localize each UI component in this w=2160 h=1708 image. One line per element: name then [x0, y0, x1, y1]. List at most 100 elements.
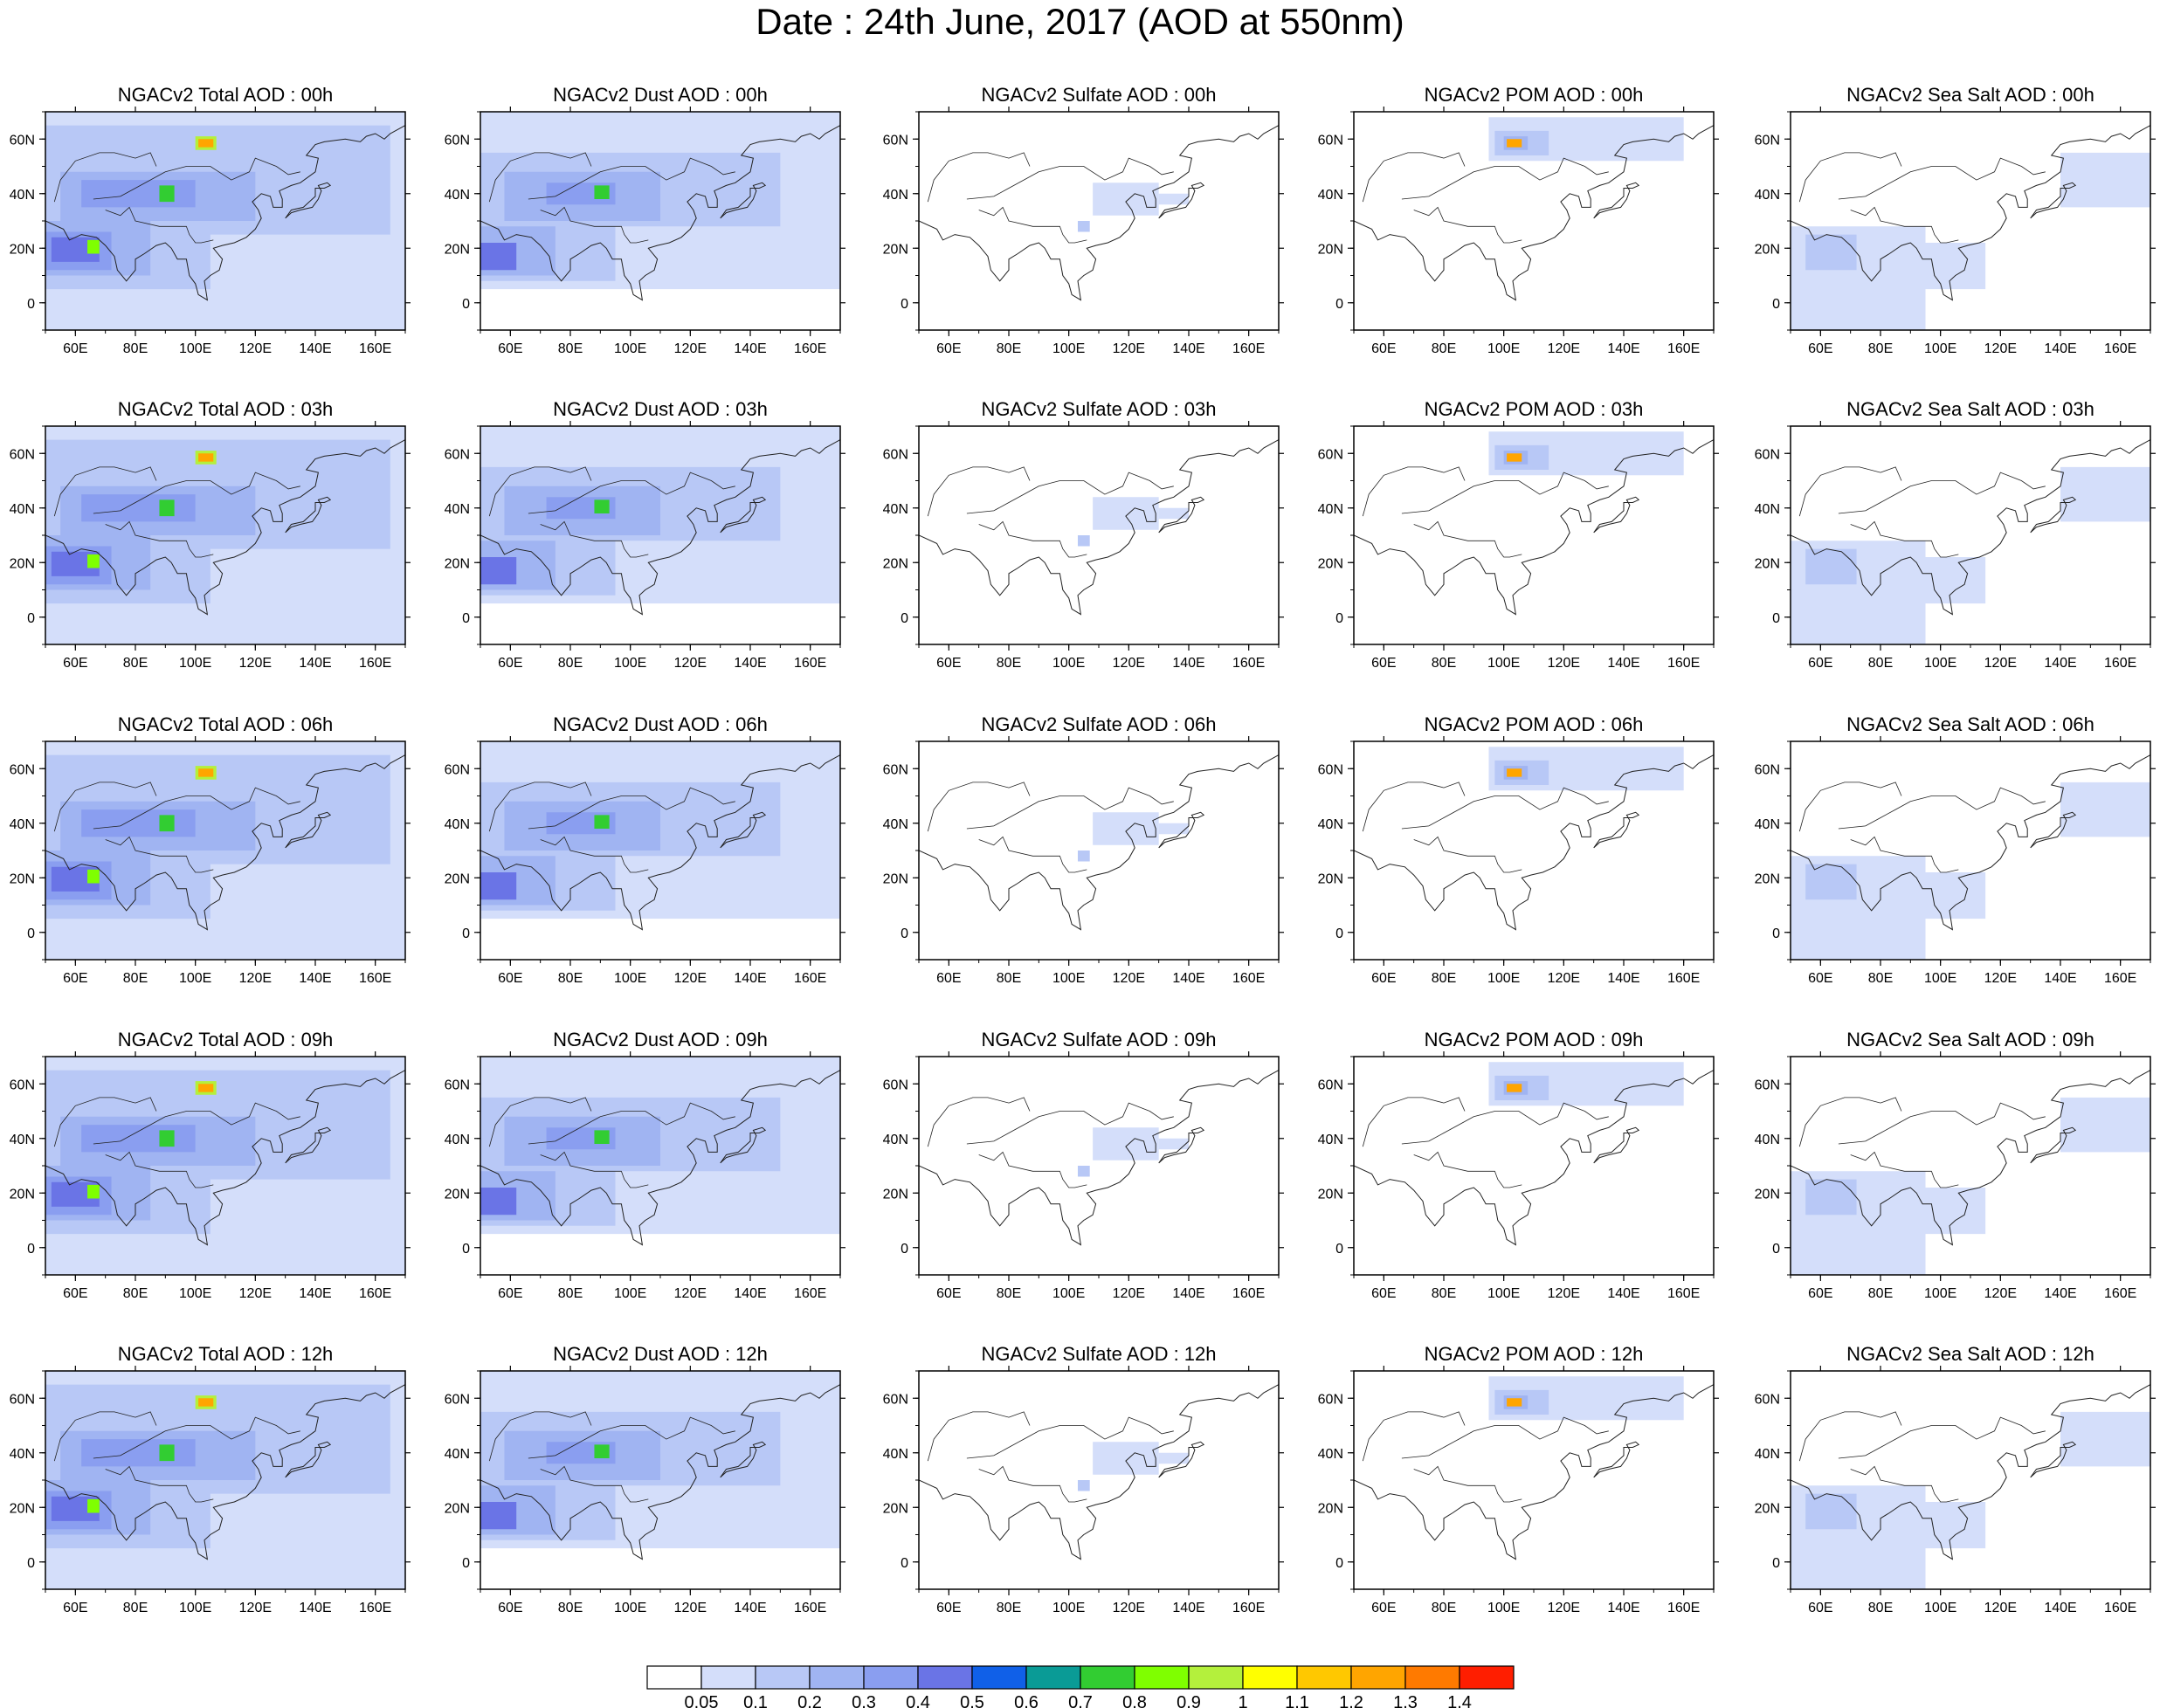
- border-path: [1362, 1411, 1466, 1462]
- panel-background: [919, 1371, 1279, 1589]
- x-tick-label: 80E: [123, 1601, 148, 1615]
- aod-field: [1791, 1097, 2150, 1275]
- x-tick-label: 140E: [734, 341, 766, 356]
- y-tick-label: 60N: [1755, 447, 1780, 462]
- coastline: [1791, 125, 2150, 301]
- border-path: [1413, 206, 1522, 244]
- y-tick-label: 20N: [1755, 242, 1780, 257]
- x-tick-label: 80E: [1432, 656, 1456, 671]
- panel-seasalt-3: NGACv2 Sea Salt AOD : 09h 60E 80E 100E 120E 1…: [1755, 1029, 2156, 1301]
- border-path: [1850, 1465, 1959, 1503]
- colorbar-swatch: [1188, 1665, 1244, 1690]
- border-path: [1838, 472, 2046, 514]
- border-path: [1838, 157, 2046, 200]
- x-tick-label: 60E: [1808, 656, 1832, 671]
- aod-cell: [594, 499, 610, 513]
- y-tick-label: 60N: [1755, 133, 1780, 148]
- border-path: [927, 1097, 1031, 1147]
- x-tick-label: 60E: [936, 1601, 961, 1615]
- aod-cell: [1805, 548, 1857, 585]
- x-tick-label: 80E: [123, 1286, 148, 1301]
- aod-field: [45, 1057, 405, 1275]
- coastline-path: [1791, 1384, 2150, 1560]
- aod-cell: [594, 815, 610, 829]
- panel-title: NGACv2 Dust AOD : 03h: [553, 398, 768, 420]
- y-tick-label: 20N: [883, 1501, 908, 1516]
- y-tick-label: 40N: [10, 1447, 35, 1462]
- coastline-path: [45, 1384, 405, 1560]
- y-tick-label: 0: [901, 611, 908, 626]
- x-tick-label: 160E: [794, 971, 826, 986]
- border-path: [1798, 152, 1902, 203]
- border-path: [488, 782, 592, 832]
- coastline-path: [480, 439, 840, 616]
- x-tick-label: 140E: [299, 1286, 331, 1301]
- aod-field: [1791, 152, 2150, 330]
- aod-cell: [1158, 507, 1189, 520]
- y-tick-label: 40N: [883, 188, 908, 203]
- coastline-path: [1354, 125, 1714, 301]
- japan-outline: [720, 811, 767, 849]
- border-path: [1838, 1416, 2046, 1459]
- y-tick-label: 0: [27, 926, 35, 941]
- x-tick-label: 160E: [794, 341, 826, 356]
- aod-cell: [159, 1130, 175, 1147]
- panel-title: NGACv2 Dust AOD : 06h: [553, 713, 768, 735]
- y-tick-label: 40N: [1755, 502, 1780, 517]
- border-path: [1850, 836, 1959, 873]
- y-tick-label: 20N: [10, 556, 35, 571]
- coastline-path: [480, 754, 840, 931]
- coastline: [45, 439, 405, 616]
- x-tick-label: 80E: [558, 1286, 583, 1301]
- aod-cell: [480, 1188, 517, 1216]
- aod-cell: [1925, 872, 1986, 919]
- coastline: [45, 754, 405, 931]
- japan-outline: [285, 182, 332, 219]
- aod-cell: [87, 1498, 100, 1513]
- japan-outline: [1158, 496, 1205, 534]
- x-tick-label: 140E: [734, 971, 766, 986]
- japan-outline: [1593, 811, 1640, 849]
- coastline: [1354, 1070, 1714, 1246]
- panel-title: NGACv2 Sulfate AOD : 12h: [981, 1343, 1216, 1365]
- x-tick-label: 80E: [1868, 1601, 1893, 1615]
- aod-cell: [1507, 453, 1522, 462]
- panel-title: NGACv2 Total AOD : 09h: [118, 1029, 334, 1050]
- panel-sulfate-0: NGACv2 Sulfate AOD : 00h 60E 80E 100E 120E 14…: [883, 84, 1284, 356]
- aod-field: [480, 741, 840, 919]
- border-path: [93, 1102, 300, 1145]
- x-tick-label: 80E: [558, 1601, 583, 1615]
- y-tick-label: 40N: [1755, 817, 1780, 832]
- coastline-path: [1791, 439, 2150, 616]
- border-path: [105, 1151, 214, 1188]
- x-tick-label: 100E: [1487, 1286, 1520, 1301]
- x-tick-label: 140E: [2044, 656, 2076, 671]
- colorbar-swatch: [1296, 1665, 1352, 1690]
- aod-cell: [1093, 812, 1159, 845]
- border-path: [528, 1102, 735, 1145]
- border-path: [927, 1411, 1031, 1462]
- x-tick-label: 60E: [1808, 341, 1832, 356]
- y-tick-label: 0: [27, 611, 35, 626]
- x-tick-label: 100E: [1487, 971, 1520, 986]
- x-tick-label: 60E: [1371, 971, 1396, 986]
- japan-outline: [1593, 182, 1640, 219]
- coastline: [919, 754, 1279, 931]
- aod-cell: [2060, 466, 2150, 522]
- aod-field: [1488, 1376, 1684, 1421]
- aod-cell: [480, 243, 517, 271]
- aod-cell: [480, 1502, 517, 1530]
- x-tick-label: 60E: [498, 341, 522, 356]
- x-tick-label: 140E: [1172, 1286, 1204, 1301]
- y-tick-label: 60N: [1318, 447, 1343, 462]
- japan-outline: [1158, 811, 1205, 849]
- aod-cell: [1093, 1127, 1159, 1160]
- coastline: [480, 439, 840, 616]
- x-tick-label: 80E: [558, 656, 583, 671]
- x-tick-label: 100E: [179, 1601, 211, 1615]
- y-tick-label: 0: [1335, 1556, 1343, 1571]
- x-tick-label: 120E: [1984, 341, 2017, 356]
- aod-cell: [594, 1130, 610, 1144]
- x-tick-label: 60E: [63, 656, 87, 671]
- panel-sulfate-2: NGACv2 Sulfate AOD : 06h 60E 80E 100E 120E 14…: [883, 713, 1284, 986]
